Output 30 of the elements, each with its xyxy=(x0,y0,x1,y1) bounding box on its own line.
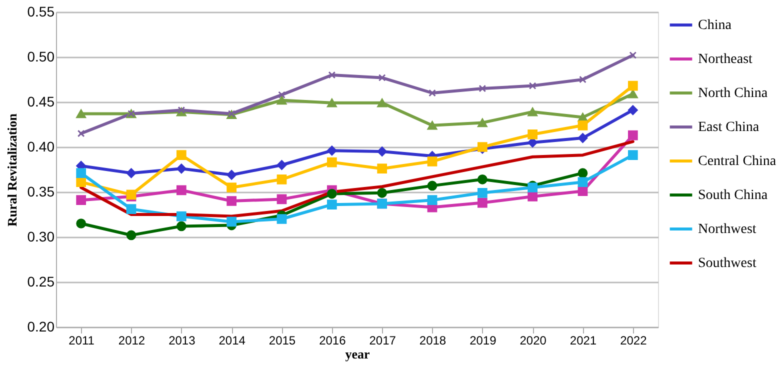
legend-label: Northwest xyxy=(698,222,756,237)
x-tick-label: 2021 xyxy=(570,334,597,348)
y-tick-label: 0.50 xyxy=(27,48,55,64)
x-tick-label: 2017 xyxy=(369,334,396,348)
legend-label: Southwest xyxy=(698,256,756,271)
y-tick-label: 0.45 xyxy=(27,94,55,110)
x-tick-label: 2018 xyxy=(419,334,446,348)
x-tick-label: 2022 xyxy=(620,334,648,348)
x-tick-label: 2020 xyxy=(520,334,547,348)
x-tick-label: 2011 xyxy=(68,334,95,348)
y-tick-label: 0.40 xyxy=(27,138,55,154)
x-tick-label: 2013 xyxy=(168,334,196,348)
y-tick-label: 0.25 xyxy=(27,274,55,290)
legend-label: Central China xyxy=(698,154,777,169)
legend-label: South China xyxy=(698,188,768,203)
x-tick-label: 2014 xyxy=(218,334,246,348)
y-tick-label: 0.30 xyxy=(27,228,55,244)
x-tick-label: 2012 xyxy=(118,334,146,348)
x-axis-title: year xyxy=(345,346,370,362)
legend-label: China xyxy=(698,18,732,33)
y-tick-label: 0.20 xyxy=(27,318,55,334)
legend-label: East China xyxy=(698,120,760,135)
y-tick-label: 0.35 xyxy=(27,184,55,200)
x-tick-label: 2015 xyxy=(268,334,296,348)
legend-label: North China xyxy=(698,86,768,101)
x-tick-label: 2019 xyxy=(470,334,497,348)
y-tick-label: 0.55 xyxy=(27,4,55,20)
x-tick-label: 2016 xyxy=(319,334,346,348)
legend-label: Northeast xyxy=(698,52,753,67)
y-axis-title: Rural Revitalization xyxy=(4,112,20,227)
